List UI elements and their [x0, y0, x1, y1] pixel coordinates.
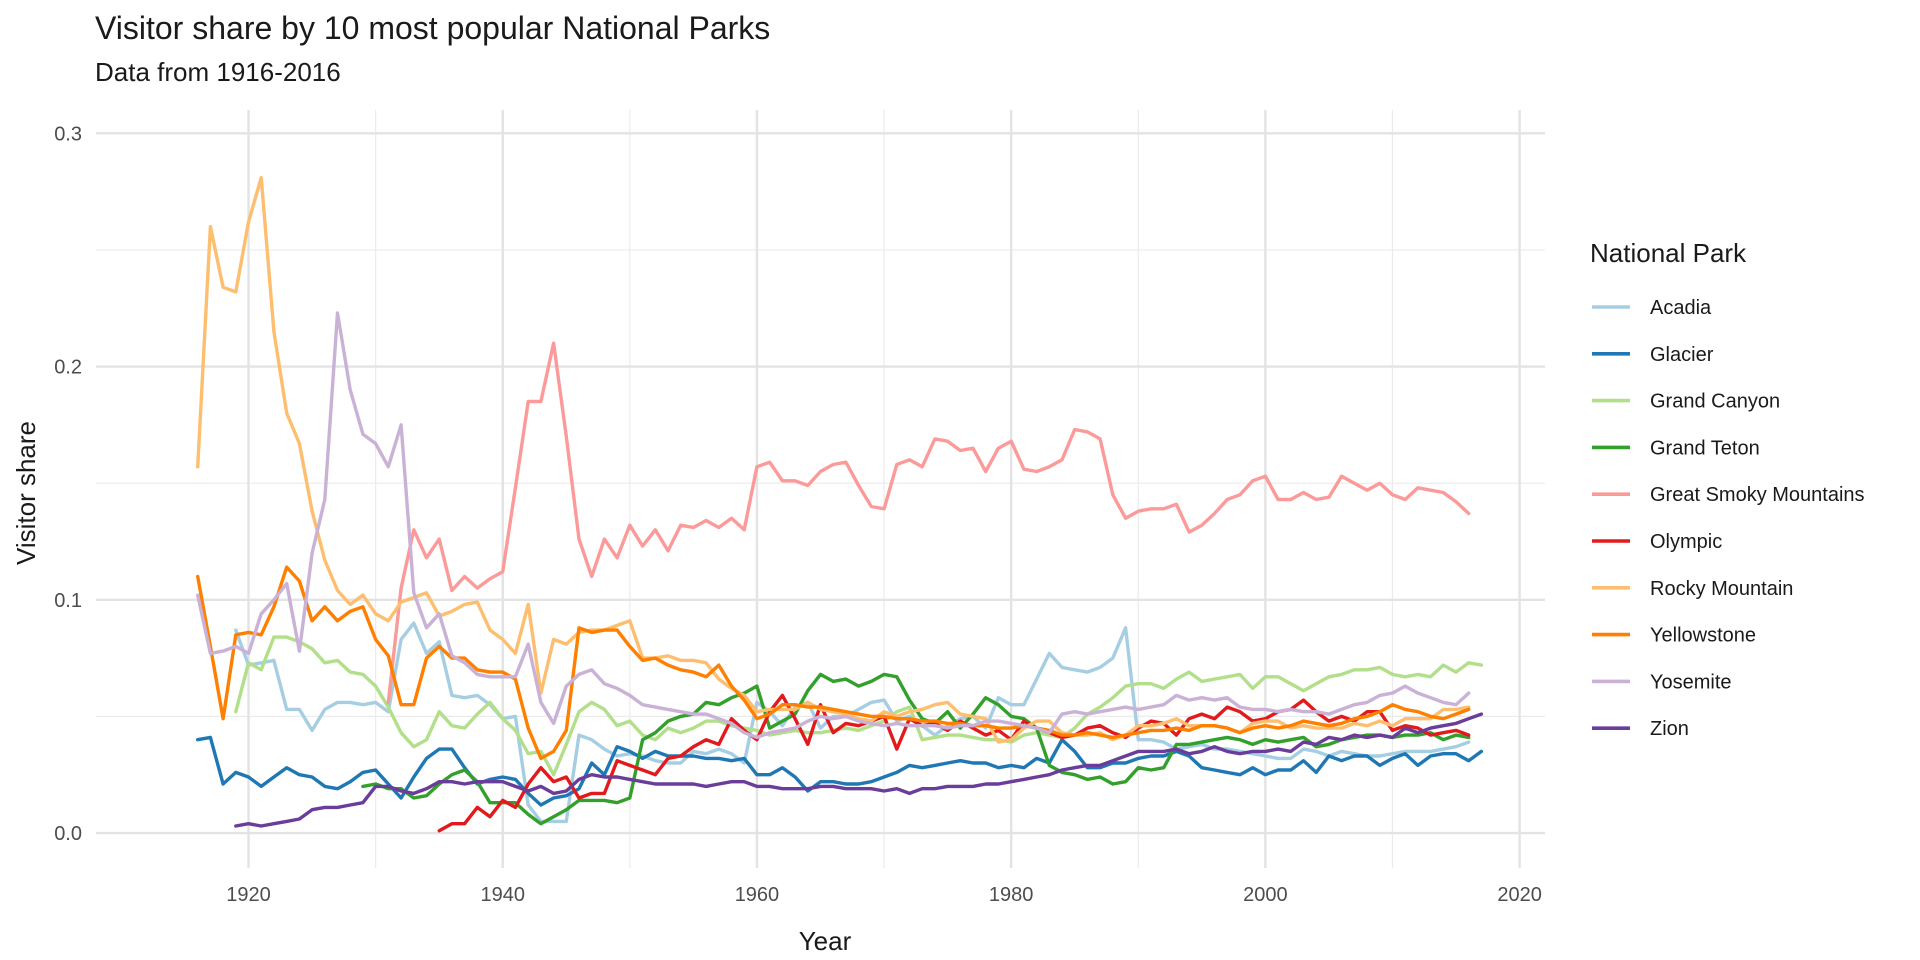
y-tick-label: 0.0 [54, 823, 82, 845]
legend-label-grand-teton: Grand Teton [1650, 437, 1760, 459]
x-axis-title: Year [799, 926, 852, 956]
tick-labels: 1920 1940 1960 1980 2000 2020 0.0 0.1 0.2 0.3 [54, 123, 1542, 906]
legend-label-rocky-mountain: Rocky Mountain [1650, 578, 1793, 600]
x-tick-label: 2020 [1497, 884, 1542, 906]
chart-title: Visitor share by 10 most popular Nationa… [95, 10, 771, 46]
chart-subtitle: Data from 1916-2016 [95, 57, 341, 87]
legend: National Park Acadia Glacier Grand Canyon G… [1590, 238, 1865, 740]
y-tick-label: 0.1 [54, 590, 82, 612]
x-tick-label: 1920 [226, 884, 271, 906]
series-line-great-smoky-mountains [386, 341, 1471, 705]
legend-label-yosemite: Yosemite [1650, 671, 1732, 693]
legend-label-olympic: Olympic [1650, 531, 1722, 553]
legend-title: National Park [1590, 238, 1747, 268]
x-tick-label: 1940 [480, 884, 525, 906]
legend-items: Acadia Glacier Grand Canyon Grand Teton Grea… [1592, 297, 1865, 740]
x-tick-label: 2000 [1243, 884, 1288, 906]
legend-label-acadia: Acadia [1650, 297, 1712, 319]
legend-label-grand-canyon: Grand Canyon [1650, 391, 1780, 413]
legend-label-zion: Zion [1650, 718, 1689, 740]
series-line-rocky-mountain [196, 175, 1471, 744]
series-line-yellowstone [196, 565, 1471, 761]
y-tick-label: 0.2 [54, 357, 82, 379]
series-lines [196, 175, 1484, 833]
legend-label-yellowstone: Yellowstone [1650, 625, 1756, 647]
legend-label-great-smoky-mountains: Great Smoky Mountains [1650, 484, 1865, 506]
legend-label-glacier: Glacier [1650, 344, 1714, 366]
series-line-zion [234, 712, 1484, 828]
y-tick-label: 0.3 [54, 123, 82, 145]
x-tick-label: 1980 [989, 884, 1034, 906]
grid [96, 110, 1545, 868]
x-tick-label: 1960 [735, 884, 780, 906]
series-line-yosemite [196, 311, 1471, 740]
series-line-glacier [196, 735, 1484, 807]
series-line-grand-canyon [234, 635, 1484, 777]
y-axis-title: Visitor share [11, 421, 41, 565]
